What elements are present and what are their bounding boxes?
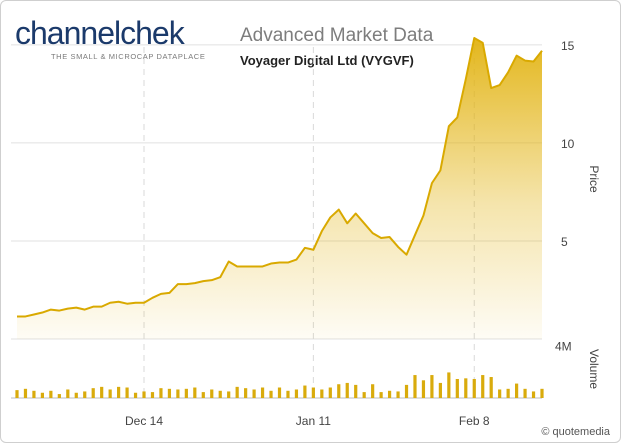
- volume-tick-label: 4M: [555, 340, 572, 354]
- volume-bar: [201, 392, 205, 398]
- volume-bar: [303, 385, 307, 398]
- x-tick-label: Dec 14: [125, 414, 163, 428]
- volume-bar: [379, 392, 383, 398]
- volume-bar: [142, 391, 146, 398]
- volume-bar: [396, 391, 400, 398]
- volume-bar: [328, 387, 332, 398]
- volume-bar: [100, 386, 104, 398]
- volume-bar: [294, 389, 299, 398]
- logo-tagline: THE SMALL & MICROCAP DATAPLACE: [51, 52, 206, 61]
- volume-bar: [498, 389, 502, 398]
- volume-bar: [218, 390, 222, 398]
- volume-bar: [125, 387, 129, 398]
- volume-bar: [472, 378, 476, 398]
- volume-bar: [167, 388, 172, 398]
- volume-bar: [244, 388, 248, 398]
- volume-bar: [430, 375, 434, 398]
- volume-bar: [413, 375, 417, 398]
- logo-part-chek: chek: [120, 15, 185, 51]
- price-tick-label: 15: [561, 39, 575, 53]
- volume-bar: [23, 388, 28, 398]
- price-tick-label: 5: [561, 235, 568, 249]
- volume-bar: [277, 387, 282, 398]
- volume-bar: [286, 390, 290, 398]
- volume-bar: [66, 389, 70, 398]
- volume-bar: [193, 387, 197, 398]
- logo-wordmark: channelchek: [15, 17, 205, 49]
- volume-bar: [438, 382, 442, 398]
- volume-bar: [210, 389, 214, 398]
- volume-bar: [489, 377, 493, 398]
- volume-bar: [49, 390, 53, 398]
- volume-axis-title: Volume: [587, 349, 601, 389]
- price-area: [17, 38, 542, 340]
- volume-bar: [540, 388, 544, 398]
- volume-bar: [108, 389, 112, 398]
- volume-bar: [421, 380, 426, 398]
- volume-bar: [515, 383, 519, 398]
- volume-bar: [337, 384, 341, 398]
- volume-bar: [74, 392, 78, 398]
- volume-bar: [345, 382, 349, 398]
- volume-bar: [506, 388, 510, 398]
- volume-bar: [269, 390, 273, 398]
- volume-bar: [40, 392, 44, 398]
- volume-bar: [354, 384, 358, 398]
- volume-bar: [176, 389, 180, 398]
- logo-part-channel: channel: [15, 15, 121, 51]
- volume-bar: [464, 378, 468, 398]
- x-tick-label: Feb 8: [459, 414, 490, 428]
- chart-title: Advanced Market Data: [240, 25, 434, 46]
- volume-bar: [83, 391, 87, 398]
- volume-bar: [117, 386, 121, 398]
- volume-bar: [260, 387, 265, 398]
- volume-bar: [455, 378, 459, 398]
- volume-bar: [184, 388, 188, 398]
- price-tick-label: 10: [561, 137, 575, 151]
- volume-bar: [362, 392, 366, 398]
- volume-bar: [481, 375, 485, 398]
- volume-bar: [159, 388, 163, 398]
- volume-bar: [133, 392, 138, 398]
- channelchek-logo[interactable]: channelchek THE SMALL & MICROCAP DATAPLA…: [15, 17, 205, 61]
- price-line: [17, 37, 543, 318]
- volume-bar: [57, 394, 61, 398]
- volume-bar: [404, 384, 409, 398]
- volume-bar: [387, 390, 392, 398]
- volume-bar: [150, 392, 155, 398]
- volume-bar: [15, 390, 19, 398]
- volume-bar: [371, 384, 375, 398]
- volume-bar: [320, 389, 324, 398]
- price-axis-title: Price: [587, 165, 601, 193]
- volume-bar: [32, 390, 36, 398]
- volume-bar: [531, 391, 536, 398]
- volume-bar: [235, 386, 239, 398]
- volume-bar: [91, 388, 95, 398]
- x-tick-label: Jan 11: [296, 414, 331, 428]
- chart-subtitle: Voyager Digital Ltd (VYGVF): [240, 53, 414, 68]
- volume-bar: [447, 372, 451, 398]
- volume-bar: [252, 389, 256, 398]
- volume-bar: [227, 391, 231, 398]
- volume-bar: [311, 387, 315, 398]
- quotemedia-credit[interactable]: © quotemedia: [541, 426, 610, 438]
- volume-bar: [523, 388, 527, 398]
